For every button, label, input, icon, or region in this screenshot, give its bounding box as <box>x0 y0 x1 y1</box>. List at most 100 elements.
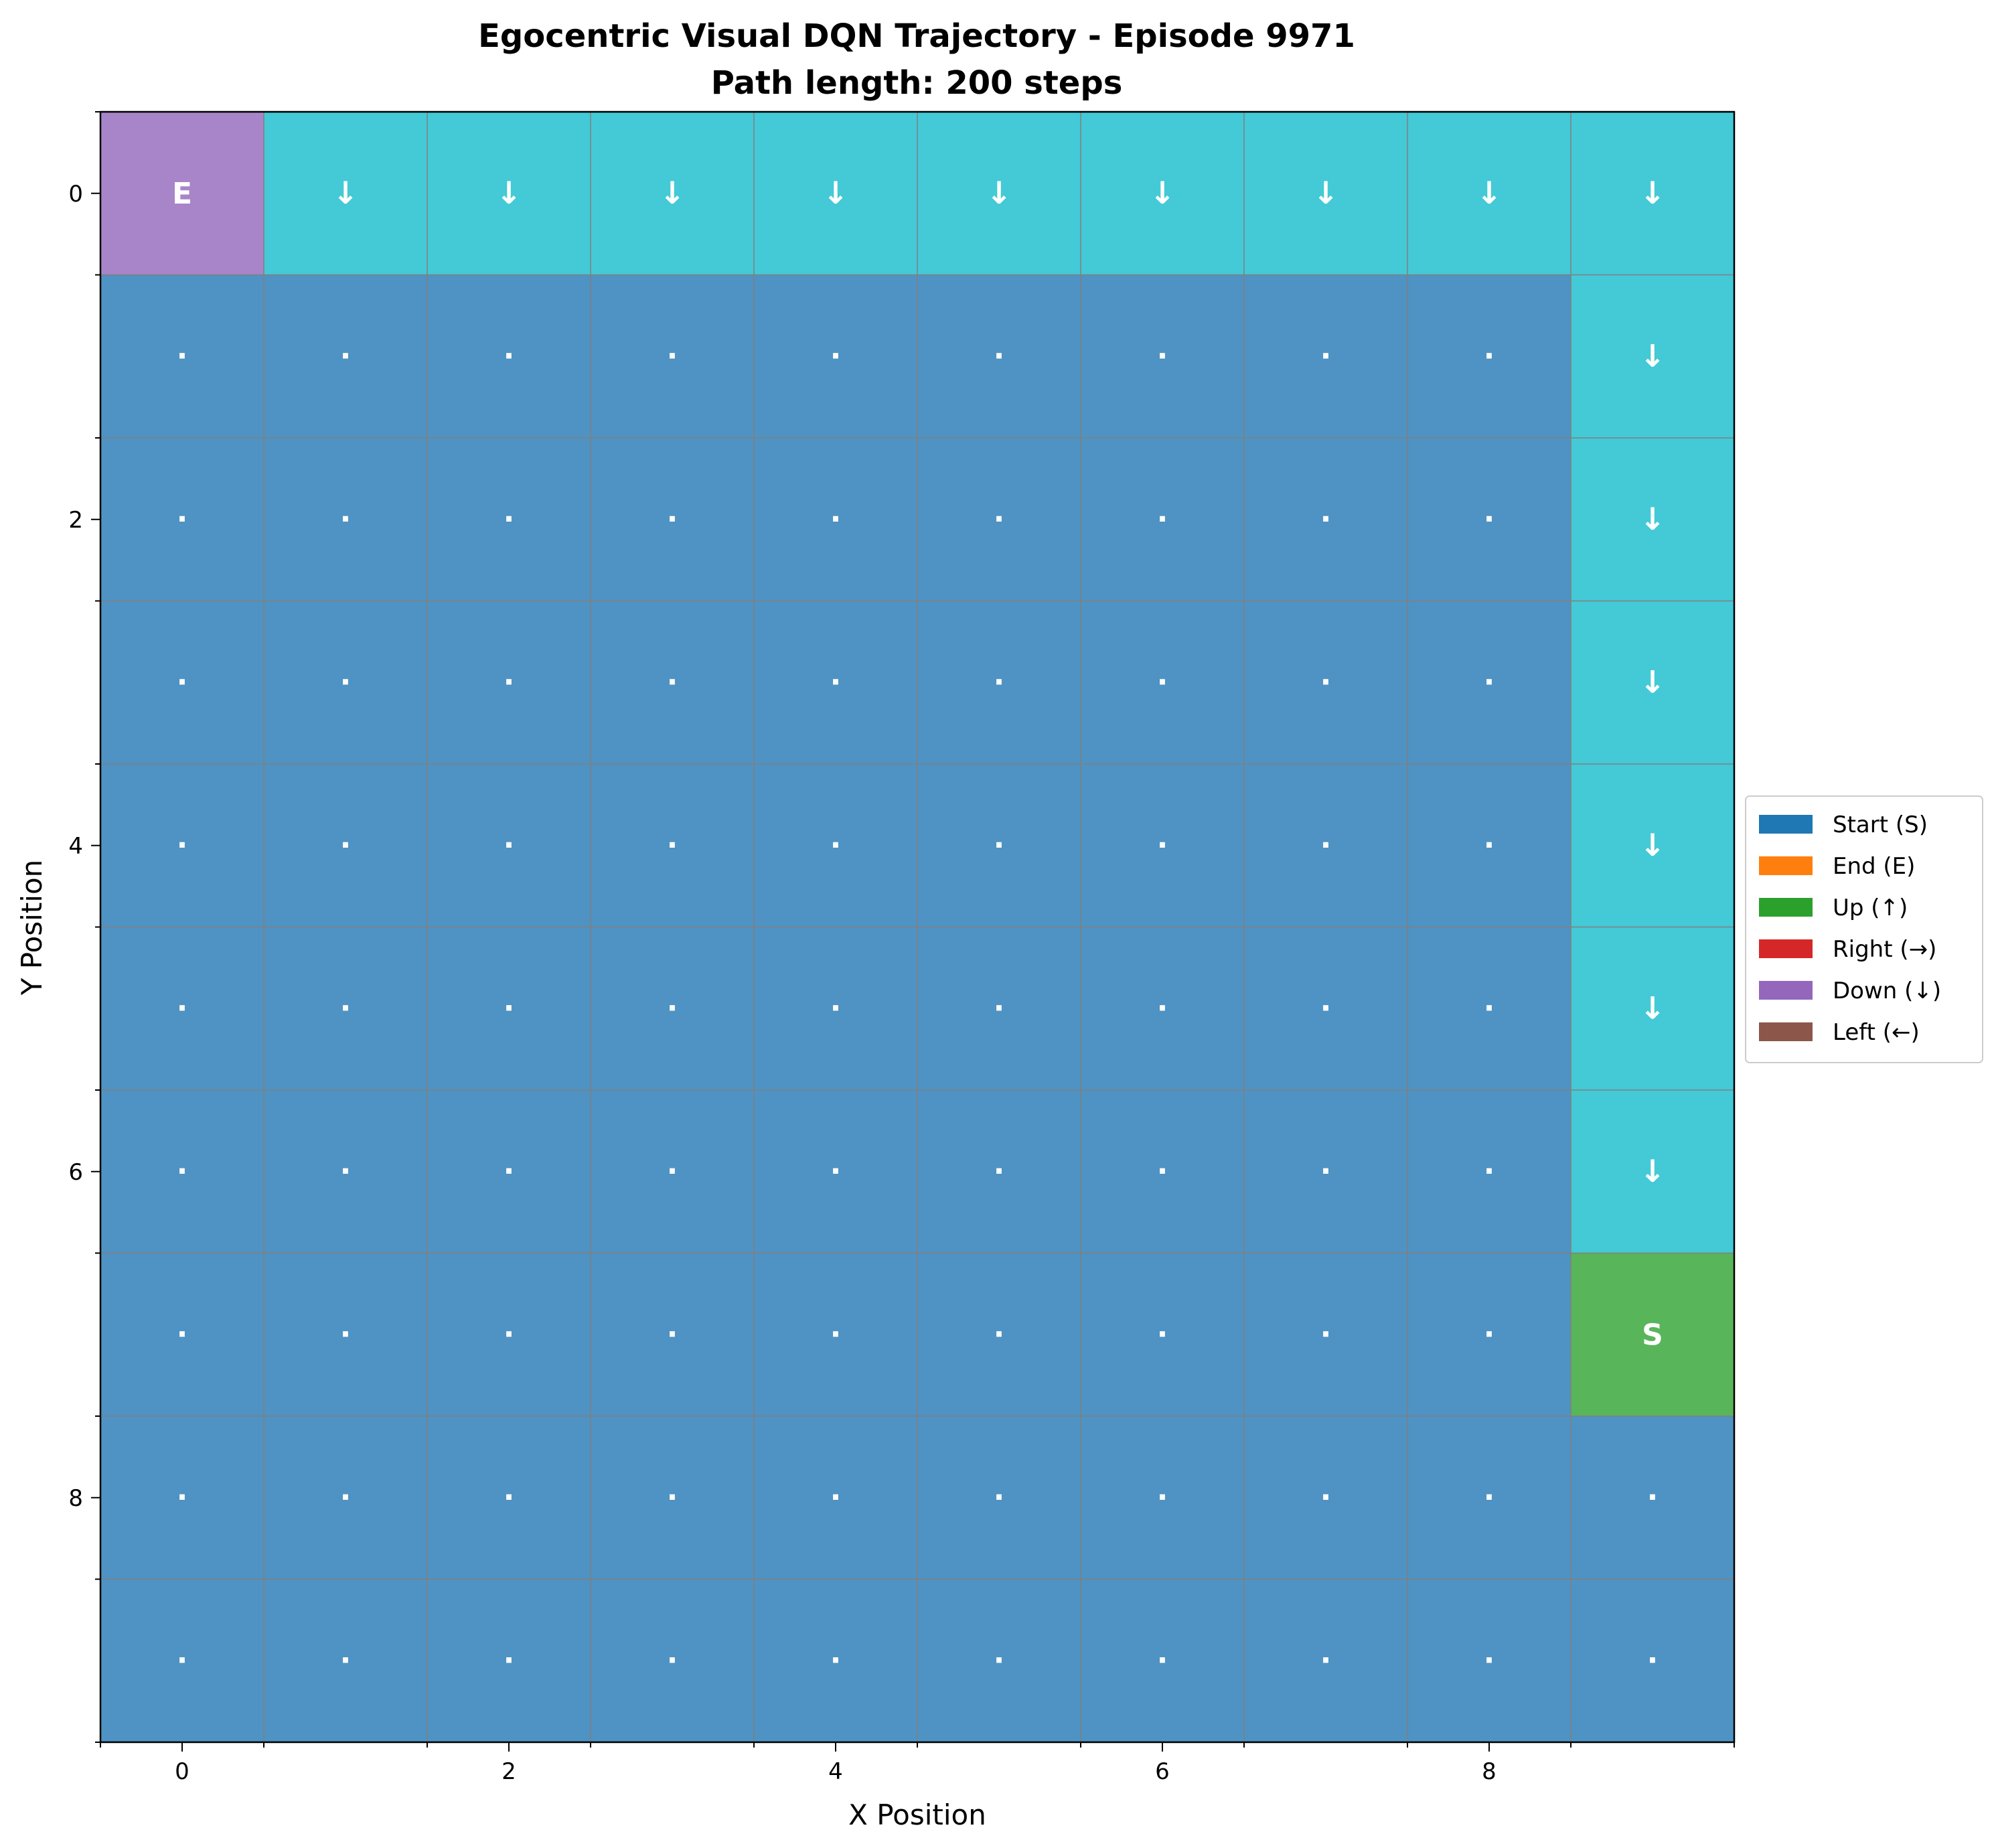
cell-labels: E ↓ ↓ ↓ ↓ ↓ ↓ ↓ ↓ ↓ · · · · · · · · · ↓ · · · · · · · · · ↓ · · · · · · · · · ↓… <box>172 175 1665 1678</box>
cell-6-2 <box>427 1090 591 1253</box>
empty-dot-3-1: · <box>340 665 352 699</box>
y-tick-label-0: 0 <box>68 181 83 208</box>
empty-dot-9-8: · <box>1484 1643 1495 1677</box>
cell-1-1 <box>264 275 428 439</box>
cell-7-8 <box>1407 1253 1571 1417</box>
empty-dot-7-8: · <box>1484 1317 1495 1351</box>
cell-4-8 <box>1407 764 1571 927</box>
cell-1-4 <box>754 275 918 439</box>
empty-dot-7-6: · <box>1157 1317 1168 1351</box>
cell-0-0 <box>100 112 264 275</box>
empty-dot-4-6: · <box>1157 828 1168 862</box>
cell-0-1 <box>264 112 428 275</box>
empty-dot-2-5: · <box>994 502 1005 536</box>
empty-dot-6-4: · <box>830 1154 842 1188</box>
cell-5-0 <box>100 927 264 1091</box>
empty-dot-9-9: · <box>1647 1643 1659 1677</box>
empty-dot-6-0: · <box>177 1154 188 1188</box>
cell-2-9 <box>1571 438 1735 601</box>
empty-dot-8-4: · <box>830 1480 842 1515</box>
down-arrow-icon-0-6: ↓ <box>1150 175 1176 211</box>
cell-2-2 <box>427 438 591 601</box>
cell-3-7 <box>1244 601 1408 765</box>
empty-dot-5-3: · <box>667 991 678 1025</box>
down-arrow-icon-0-3: ↓ <box>660 175 686 211</box>
empty-dot-2-2: · <box>504 502 515 536</box>
legend-swatch-2 <box>1759 898 1813 917</box>
cell-5-9 <box>1571 927 1735 1091</box>
cell-2-5 <box>917 438 1081 601</box>
cell-3-4 <box>754 601 918 765</box>
chart-title: Egocentric Visual DQN Trajectory - Episo… <box>478 17 1355 55</box>
cell-9-4 <box>754 1579 918 1743</box>
cell-7-3 <box>591 1253 755 1417</box>
legend-label-1: End (E) <box>1833 853 1915 880</box>
cell-3-6 <box>1081 601 1245 765</box>
cell-1-3 <box>591 275 755 439</box>
down-arrow-icon-0-8: ↓ <box>1476 175 1503 211</box>
y-tick-label-1: 2 <box>68 507 83 534</box>
cell-1-7 <box>1244 275 1408 439</box>
cell-2-0 <box>100 438 264 601</box>
down-arrow-icon-2-9: ↓ <box>1640 501 1666 537</box>
x-tick-label-2: 4 <box>828 1758 843 1785</box>
empty-dot-8-9: · <box>1647 1480 1659 1515</box>
empty-dot-3-8: · <box>1484 665 1495 699</box>
cell-6-0 <box>100 1090 264 1253</box>
empty-dot-5-5: · <box>994 991 1005 1025</box>
empty-dot-3-7: · <box>1320 665 1332 699</box>
cell-3-5 <box>917 601 1081 765</box>
empty-dot-3-5: · <box>994 665 1005 699</box>
cell-7-2 <box>427 1253 591 1417</box>
cell-8-7 <box>1244 1416 1408 1580</box>
legend-label-0: Start (S) <box>1833 812 1928 838</box>
empty-dot-9-7: · <box>1320 1643 1332 1677</box>
empty-dot-5-2: · <box>504 991 515 1025</box>
empty-dot-5-8: · <box>1484 991 1495 1025</box>
empty-dot-1-5: · <box>994 339 1005 373</box>
empty-dot-2-7: · <box>1320 502 1332 536</box>
empty-dot-9-6: · <box>1157 1643 1168 1677</box>
cell-6-8 <box>1407 1090 1571 1253</box>
cell-3-9 <box>1571 601 1735 765</box>
cell-2-4 <box>754 438 918 601</box>
empty-dot-9-1: · <box>340 1643 352 1677</box>
down-arrow-icon-6-9: ↓ <box>1640 1153 1666 1189</box>
cell-0-5 <box>917 112 1081 275</box>
down-arrow-icon-0-2: ↓ <box>496 175 522 211</box>
empty-dot-8-8: · <box>1484 1480 1495 1515</box>
legend-swatch-3 <box>1759 939 1813 958</box>
cell-7-0 <box>100 1253 264 1417</box>
cell-0-3 <box>591 112 755 275</box>
empty-dot-8-2: · <box>504 1480 515 1515</box>
empty-dot-5-4: · <box>830 991 842 1025</box>
cell-5-3 <box>591 927 755 1091</box>
empty-dot-1-6: · <box>1157 339 1168 373</box>
empty-dot-2-1: · <box>340 502 352 536</box>
down-arrow-icon-4-9: ↓ <box>1640 827 1666 863</box>
down-arrow-icon-3-9: ↓ <box>1640 664 1666 700</box>
down-arrow-icon-0-9: ↓ <box>1640 175 1666 211</box>
start-marker-7-9: S <box>1642 1318 1663 1352</box>
cell-6-7 <box>1244 1090 1408 1253</box>
cell-1-0 <box>100 275 264 439</box>
cell-6-3 <box>591 1090 755 1253</box>
cell-8-4 <box>754 1416 918 1580</box>
legend-label-4: Down (↓) <box>1833 978 1941 1004</box>
empty-dot-2-8: · <box>1484 502 1495 536</box>
down-arrow-icon-0-7: ↓ <box>1313 175 1339 211</box>
empty-dot-2-6: · <box>1157 502 1168 536</box>
legend: Start (S) End (E) Up (↑) Right (→) Down (↓) L… <box>1745 795 1983 1063</box>
empty-dot-7-5: · <box>994 1317 1005 1351</box>
x-tick-label-3: 6 <box>1155 1758 1170 1785</box>
empty-dot-5-6: · <box>1157 991 1168 1025</box>
empty-dot-8-1: · <box>340 1480 352 1515</box>
cell-0-8 <box>1407 112 1571 275</box>
empty-dot-4-7: · <box>1320 828 1332 862</box>
cell-9-0 <box>100 1579 264 1743</box>
y-axis-ticks: 0 2 4 6 8 <box>68 111 100 1743</box>
down-arrow-icon-0-4: ↓ <box>823 175 849 211</box>
empty-dot-7-1: · <box>340 1317 352 1351</box>
cell-1-5 <box>917 275 1081 439</box>
cell-6-9 <box>1571 1090 1735 1253</box>
